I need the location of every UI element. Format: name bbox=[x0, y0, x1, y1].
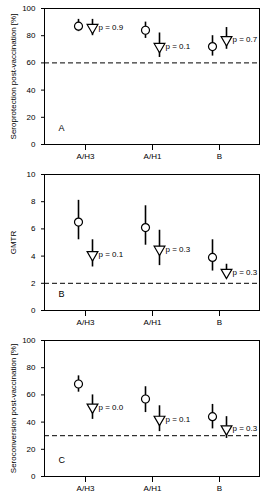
svg-text:B: B bbox=[217, 484, 222, 493]
svg-text:A/H3: A/H3 bbox=[77, 318, 95, 327]
svg-text:60: 60 bbox=[27, 58, 36, 67]
svg-text:p = 0.3: p = 0.3 bbox=[166, 245, 191, 254]
svg-text:B: B bbox=[59, 289, 65, 299]
svg-text:p = 0.3: p = 0.3 bbox=[233, 424, 258, 433]
svg-text:40: 40 bbox=[27, 86, 36, 95]
svg-text:20: 20 bbox=[27, 445, 36, 454]
svg-text:Seroprotection post-vaccinatio: Seroprotection post-vaccination [%] bbox=[9, 14, 18, 140]
svg-text:A/H1: A/H1 bbox=[144, 152, 162, 161]
svg-text:4: 4 bbox=[31, 252, 36, 261]
svg-text:p = 0.7: p = 0.7 bbox=[233, 35, 258, 44]
svg-text:40: 40 bbox=[27, 418, 36, 427]
svg-text:GMTR: GMTR bbox=[9, 231, 18, 255]
svg-text:20: 20 bbox=[27, 113, 36, 122]
svg-text:100: 100 bbox=[22, 336, 36, 345]
svg-text:A/H3: A/H3 bbox=[77, 152, 95, 161]
svg-text:80: 80 bbox=[27, 363, 36, 372]
svg-text:0: 0 bbox=[31, 306, 36, 315]
svg-text:10: 10 bbox=[27, 170, 36, 179]
svg-text:A/H1: A/H1 bbox=[144, 318, 162, 327]
svg-text:p = 0.0: p = 0.0 bbox=[99, 403, 124, 412]
svg-text:p = 0.1: p = 0.1 bbox=[166, 415, 191, 424]
svg-text:6: 6 bbox=[31, 224, 36, 233]
svg-text:8: 8 bbox=[31, 197, 36, 206]
svg-text:A/H3: A/H3 bbox=[77, 484, 95, 493]
svg-text:C: C bbox=[59, 455, 66, 465]
svg-text:60: 60 bbox=[27, 390, 36, 399]
svg-text:2: 2 bbox=[31, 279, 36, 288]
svg-text:A/H1: A/H1 bbox=[144, 484, 162, 493]
svg-text:A: A bbox=[59, 123, 65, 133]
svg-text:Seroconversion post-vaccinatio: Seroconversion post-vaccination [%] bbox=[9, 344, 18, 473]
svg-text:p = 0.1: p = 0.1 bbox=[166, 42, 191, 51]
svg-text:p = 0.3: p = 0.3 bbox=[233, 268, 258, 277]
svg-text:0: 0 bbox=[31, 472, 36, 481]
svg-text:100: 100 bbox=[22, 4, 36, 13]
svg-text:p = 0.1: p = 0.1 bbox=[99, 250, 124, 259]
svg-text:0: 0 bbox=[31, 140, 36, 149]
svg-text:80: 80 bbox=[27, 31, 36, 40]
svg-text:B: B bbox=[217, 318, 222, 327]
svg-text:B: B bbox=[217, 152, 222, 161]
svg-text:p = 0.9: p = 0.9 bbox=[99, 23, 124, 32]
